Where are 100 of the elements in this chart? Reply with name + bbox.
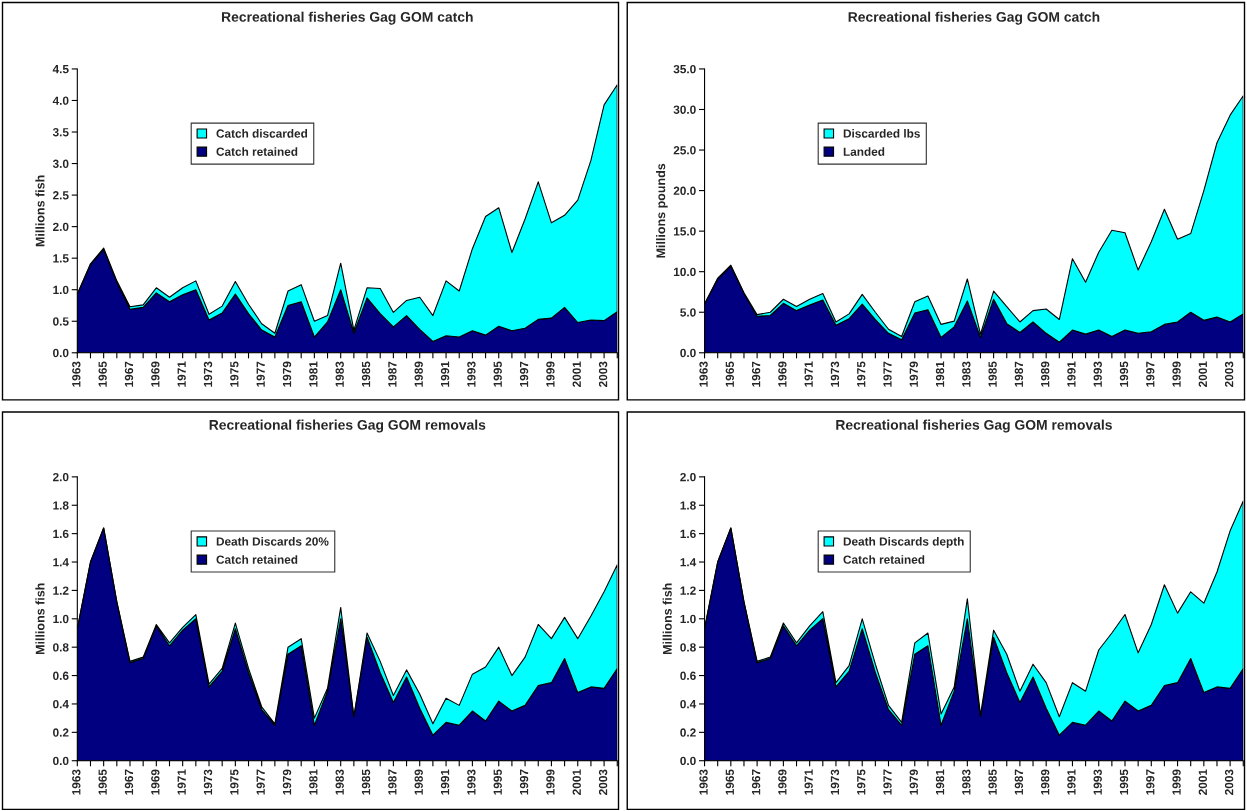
y-tick-label: 0.6	[680, 671, 696, 680]
y-tick-label: 0.5	[53, 317, 69, 326]
x-tick-label: 1997	[1146, 769, 1155, 795]
x-tick-label: 1997	[1146, 361, 1155, 387]
x-tick-label: 1987	[1014, 361, 1024, 387]
x-tick-label: 1963	[72, 361, 81, 387]
y-tick-label: 1.2	[53, 586, 69, 595]
x-tick-label: 2003	[1224, 769, 1234, 795]
y-tick-label: 3.0	[52, 159, 69, 168]
x-tick-label: 1967	[751, 769, 761, 795]
x-tick-label: 2001	[572, 769, 581, 795]
x-tick-label: 2003	[1224, 361, 1234, 387]
x-tick-label: 1967	[751, 361, 761, 387]
x-tick-label: 1989	[414, 769, 423, 795]
x-tick-label: 1995	[493, 769, 502, 795]
y-tick-label: 0.0	[680, 756, 696, 766]
x-tick-label: 1967	[124, 769, 134, 795]
y-tick-label: 0.8	[53, 643, 69, 652]
y-tick-label: 0.2	[53, 728, 69, 737]
y-tick-label: 5.0	[680, 308, 696, 317]
x-tick-label: 1979	[282, 769, 292, 795]
x-tick-label: 1983	[962, 361, 971, 387]
x-tick-label: 1975	[857, 769, 866, 795]
x-tick-label: 1995	[493, 361, 502, 387]
y-tick-label: 1.5	[53, 254, 69, 263]
x-tick-label: 1997	[519, 361, 529, 387]
x-tick-label: 1997	[519, 769, 529, 795]
chart-title: Recreational fisheries Gag GOM catch	[848, 11, 1100, 25]
x-tick-label: 1977	[256, 361, 265, 387]
x-tick-label: 2003	[598, 361, 608, 387]
x-tick-label: 2001	[1198, 769, 1208, 795]
y-tick-label: 0.8	[680, 643, 696, 652]
x-tick-label: 1977	[883, 769, 892, 795]
x-tick-label: 1995	[1119, 769, 1129, 795]
y-tick-label: 25.0	[673, 146, 696, 155]
y-tick-label: 0.0	[53, 756, 69, 766]
x-tick-label: 1971	[177, 769, 186, 795]
y-tick-label: 1.8	[53, 501, 69, 510]
x-tick-label: 1985	[361, 361, 371, 387]
x-tick-label: 1971	[177, 361, 186, 387]
x-tick-label: 1995	[1119, 361, 1129, 387]
y-tick-label: 1.6	[53, 529, 69, 539]
y-tick-label: 2.0	[680, 472, 696, 482]
legend-label: Death Discards 20%	[216, 536, 329, 546]
x-tick-label: 2003	[598, 769, 608, 795]
x-tick-label: 1971	[804, 769, 813, 795]
x-tick-label: 1975	[230, 361, 239, 387]
x-tick-label: 1975	[230, 769, 239, 795]
x-tick-label: 1973	[830, 769, 840, 795]
x-tick-label: 1979	[282, 361, 292, 387]
x-tick-label: 1965	[98, 361, 107, 387]
x-tick-label: 1991	[440, 769, 450, 795]
x-tick-label: 1999	[546, 769, 555, 795]
x-tick-label: 1967	[124, 361, 134, 387]
x-tick-label: 1989	[414, 361, 423, 387]
y-tick-label: 1.0	[53, 285, 69, 295]
y-tick-label: 1.2	[680, 586, 696, 595]
x-tick-label: 1963	[699, 769, 708, 795]
y-tick-label: 0.4	[53, 699, 69, 709]
chart-title: Recreational fisheries Gag GOM catch	[222, 11, 473, 25]
x-tick-label: 1981	[935, 361, 945, 387]
x-tick-label: 1985	[988, 361, 997, 387]
x-tick-label: 1971	[804, 361, 813, 387]
x-tick-label: 1969	[151, 361, 160, 387]
x-tick-label: 1969	[151, 769, 160, 795]
x-tick-label: 1987	[388, 361, 397, 387]
x-tick-label: 1973	[830, 361, 840, 387]
x-tick-label: 1999	[1172, 769, 1181, 795]
x-tick-label: 2001	[572, 361, 581, 387]
legend-label: Catch retained	[216, 147, 298, 156]
y-tick-label: 1.0	[53, 614, 69, 624]
y-tick-label: 10.0	[673, 267, 696, 277]
x-tick-label: 1973	[203, 361, 213, 387]
x-tick-label: 1981	[309, 361, 318, 387]
y-tick-label: 2.5	[52, 191, 69, 200]
x-tick-label: 1989	[1040, 361, 1050, 387]
y-tick-label: 1.6	[680, 529, 696, 539]
x-tick-label: 1993	[467, 361, 476, 387]
legend-label: Landed	[843, 147, 885, 156]
x-tick-label: 1987	[1014, 769, 1024, 795]
y-tick-label: 20.0	[673, 186, 696, 195]
y-tick-label: 2.0	[52, 222, 69, 232]
y-tick-label: 30.0	[673, 105, 696, 114]
x-tick-label: 1983	[335, 769, 344, 795]
y-tick-label: 2.0	[52, 472, 69, 482]
legend-label: Discarded lbs	[843, 129, 920, 138]
y-axis-title: Millions fish	[35, 175, 45, 247]
x-tick-label: 1979	[909, 361, 918, 387]
legend-label: Catch retained	[843, 555, 925, 564]
y-tick-label: 1.4	[53, 558, 69, 567]
x-tick-label: 1991	[1067, 361, 1076, 387]
y-tick-label: 1.0	[680, 614, 696, 624]
chart-title: Recreational fisheries Gag GOM removals	[209, 419, 486, 433]
y-tick-label: 0.4	[680, 699, 697, 709]
y-tick-label: 35.0	[673, 64, 696, 74]
x-tick-label: 1977	[883, 361, 892, 387]
x-tick-label: 1969	[778, 361, 787, 387]
x-tick-label: 1983	[962, 769, 971, 795]
x-tick-label: 1999	[546, 361, 555, 387]
x-tick-label: 2001	[1198, 361, 1208, 387]
